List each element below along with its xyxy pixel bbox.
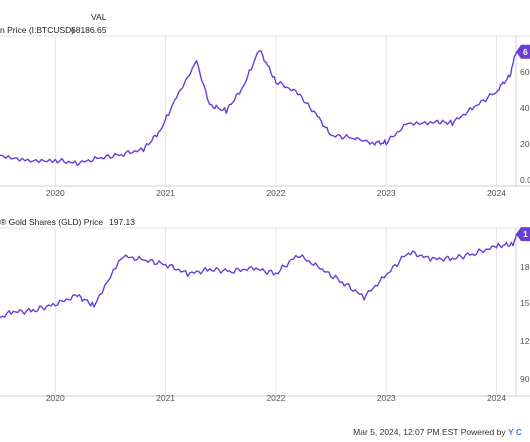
x-tick-label: 2022 [266,393,285,403]
y-tick-label: 18 [520,262,530,272]
legend2-value: 197.13 [109,217,135,227]
last-value-badge [516,227,530,242]
y-tick-label: 12 [520,336,530,346]
last-value-badge-label: 1 [523,229,528,239]
footer: Mar 5, 2024, 12:07 PM EST Powered by Y C [353,427,522,437]
x-tick-label: 2021 [156,188,175,198]
x-tick-label: 2020 [46,188,65,198]
footer-text: Mar 5, 2024, 12:07 PM EST Powered by [353,427,506,437]
y-tick-label: 0.0 [520,175,530,185]
y-tick-label: 40 [520,103,530,113]
x-tick-label: 2024 [487,393,506,403]
last-value-badge [516,44,530,59]
legend2-series-name: ® Gold Shares (GLD) Price [0,217,104,227]
x-tick-label: 2020 [46,393,65,403]
x-tick-label: 2021 [156,393,175,403]
y-tick-label: 90 [520,374,530,384]
y-tick-label: 15 [520,298,530,308]
series-line [0,233,518,319]
x-tick-label: 2023 [377,188,396,198]
legend1-series-name: n Price (I:BTCUSD) [0,25,75,35]
series-line [0,50,518,167]
y-tick-label: 60 [520,67,530,77]
x-tick-label: 2024 [487,188,506,198]
legend1-val-header: VAL [91,12,107,22]
y-tick-label: 20 [520,139,530,149]
x-tick-label: 2023 [377,393,396,403]
legend1-value: 68186.65 [71,25,107,35]
chart-panel-1: 2020 2021 2022 2023 2024 60 40 20 0.0 6 [0,35,530,198]
x-tick-label: 2022 [266,188,285,198]
ycharts-logo: Y C [507,427,522,437]
chart-panel-2: 2020 2021 2022 2023 2024 18 15 12 90 1 [0,227,530,403]
last-value-badge-label: 6 [523,47,528,57]
